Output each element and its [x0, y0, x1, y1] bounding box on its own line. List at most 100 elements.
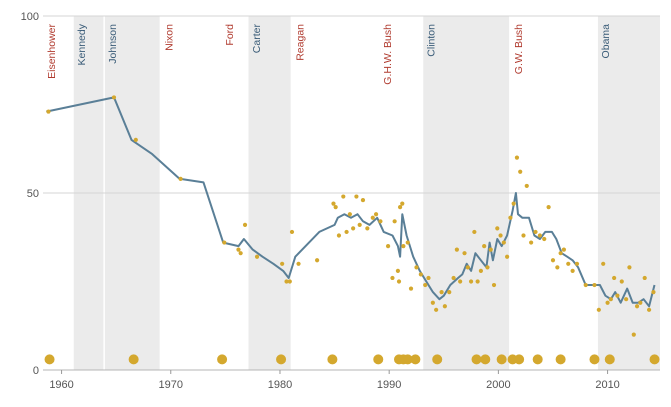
poll-dot — [508, 215, 513, 220]
poll-dot — [642, 275, 647, 281]
poll-dot — [546, 205, 551, 210]
poll-dot — [608, 297, 613, 302]
poll-dot — [583, 282, 588, 288]
poll-dot — [472, 229, 477, 235]
poll-dot — [555, 265, 560, 270]
poll-dot — [574, 261, 580, 266]
baseline-marker — [402, 354, 413, 365]
poll-dot — [558, 251, 563, 256]
baseline-marker — [555, 354, 566, 365]
poll-dot — [405, 240, 410, 245]
poll-dot — [360, 197, 366, 203]
poll-dot — [289, 229, 295, 235]
trend-series — [46, 96, 656, 308]
poll-dot — [451, 275, 456, 281]
poll-dot — [430, 300, 435, 305]
poll-dot — [478, 268, 484, 273]
poll-dot — [400, 201, 405, 206]
baseline-marker — [276, 354, 287, 365]
presidency-label: Carter — [251, 24, 263, 54]
poll-dot — [373, 212, 379, 217]
poll-dot — [458, 279, 463, 284]
poll-dot — [133, 137, 138, 142]
poll-dot — [434, 307, 439, 312]
poll-dot — [475, 279, 480, 284]
poll-dot — [333, 205, 338, 210]
poll-dot — [485, 265, 490, 270]
poll-dot — [521, 233, 526, 238]
poll-dot — [396, 279, 402, 284]
y-axis: 0 50 100 — [21, 11, 39, 377]
baseline-marker — [649, 354, 660, 365]
poll-dot — [236, 247, 241, 252]
poll-dot — [646, 307, 652, 312]
poll-dot — [414, 265, 419, 270]
baseline-marker — [44, 354, 55, 365]
poll-dot — [238, 251, 243, 256]
baseline-marker — [496, 354, 507, 365]
poll-dot — [524, 183, 529, 189]
presidency-label: Clinton — [425, 24, 437, 57]
poll-dot — [395, 268, 401, 273]
poll-dot — [605, 300, 610, 305]
poll-dot — [592, 282, 597, 288]
poll-dot — [401, 244, 406, 249]
presidency-label: Kennedy — [76, 23, 88, 65]
poll-dot — [336, 233, 342, 238]
poll-dot — [439, 290, 444, 295]
poll-dot — [442, 304, 447, 309]
baseline-marker — [514, 354, 525, 365]
poll-dot — [178, 176, 183, 181]
baseline-marker — [589, 354, 600, 365]
poll-dot — [426, 275, 431, 281]
poll-dot — [468, 279, 474, 284]
poll-dot — [566, 261, 571, 266]
x-tick-label: 1990 — [377, 379, 401, 391]
baseline-marker — [217, 354, 228, 365]
poll-dot — [341, 194, 346, 199]
poll-dot — [550, 258, 556, 263]
presidency-label: G.H.W. Bush — [382, 24, 394, 85]
x-tick-label: 1960 — [49, 379, 73, 391]
poll-dot — [418, 272, 423, 277]
baseline-marker — [532, 354, 543, 365]
y-tick-label: 100 — [21, 11, 39, 23]
x-tick-label: 2000 — [486, 379, 510, 391]
baseline-marker — [471, 354, 482, 365]
poll-dot — [397, 205, 403, 210]
trend-line — [46, 96, 656, 308]
y-tick-label: 0 — [33, 365, 39, 377]
poll-dot — [465, 265, 470, 270]
poll-dot — [529, 240, 534, 245]
poll-dot — [242, 222, 248, 227]
x-tick-label: 2010 — [595, 379, 619, 391]
poll-dot — [365, 226, 370, 231]
x-tick-label: 1980 — [268, 379, 292, 391]
poll-dot — [501, 240, 506, 245]
poll-dot — [634, 304, 640, 309]
baseline-markers — [44, 354, 660, 365]
poll-dot — [287, 279, 292, 284]
poll-dot — [533, 229, 538, 235]
presidency-label: Eisenhower — [46, 24, 58, 79]
poll-dot — [46, 109, 51, 114]
poll-dots — [46, 95, 656, 337]
poll-dot — [280, 261, 285, 266]
poll-dot — [296, 261, 301, 266]
presidency-label: Nixon — [163, 24, 175, 51]
poll-dot — [392, 219, 397, 224]
poll-dot — [596, 307, 601, 312]
poll-dot — [627, 265, 632, 270]
poll-dot — [491, 282, 497, 288]
poll-dot — [542, 236, 547, 242]
poll-dot — [488, 247, 493, 252]
poll-dot — [561, 247, 567, 252]
poll-dot — [447, 290, 452, 295]
poll-dot — [514, 155, 520, 160]
poll-dot — [111, 95, 117, 100]
baseline-marker — [327, 354, 338, 365]
baseline-marker — [373, 354, 384, 365]
baseline-marker — [432, 354, 443, 365]
poll-dot — [631, 332, 636, 337]
